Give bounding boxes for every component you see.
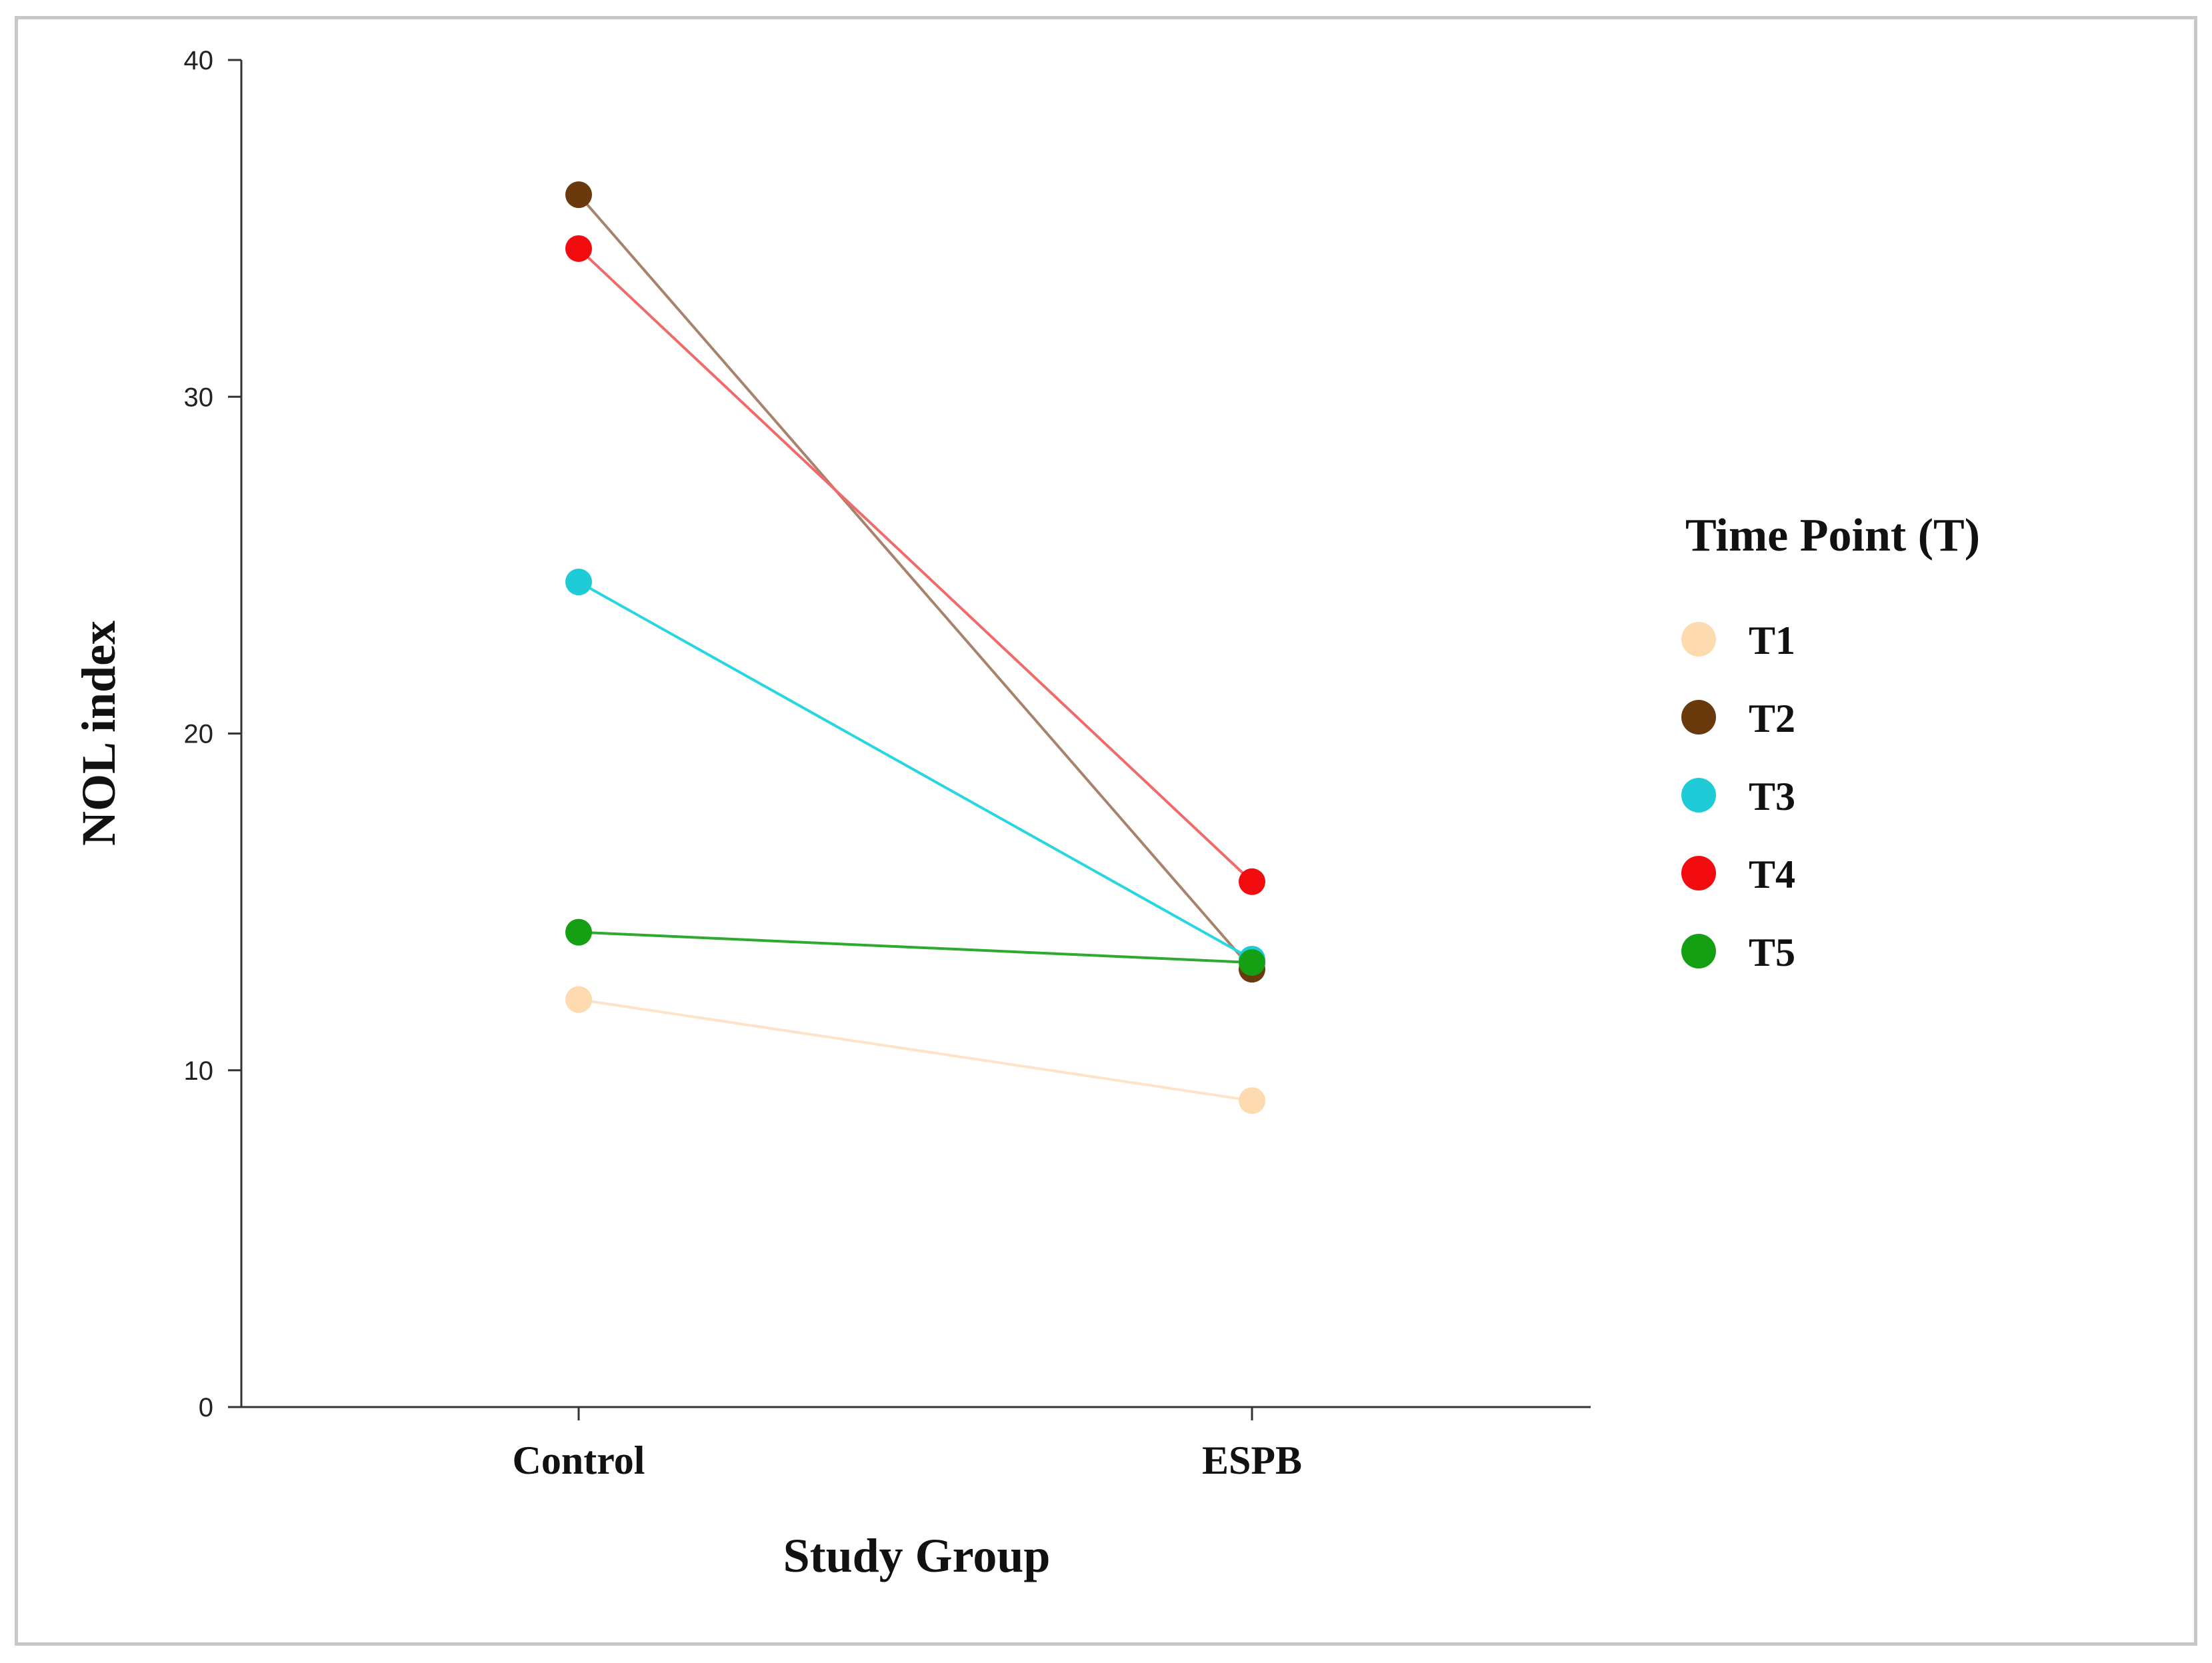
legend-label-t2: T2: [1749, 697, 1795, 741]
legend-label-t5: T5: [1749, 930, 1795, 974]
point-t4-espb: [1239, 868, 1265, 895]
y-axis-title: NOL index: [72, 621, 125, 846]
x-tick-label: Control: [513, 1438, 645, 1482]
legend-marker-t5: [1681, 934, 1716, 968]
y-tick-label: 0: [199, 1393, 213, 1422]
legend: T1 T2 T3 T4 T5: [1681, 619, 1795, 974]
legend-marker-t1: [1681, 622, 1716, 657]
series-line-t1: [578, 998, 1253, 1102]
legend-marker-t2: [1681, 700, 1716, 735]
point-t2-control: [565, 181, 592, 209]
legend-label-t1: T1: [1749, 619, 1795, 663]
series-line-t3: [578, 581, 1253, 960]
x-tick-label: ESPB: [1202, 1438, 1302, 1482]
series-line-t2: [577, 193, 1253, 970]
series-lines: [577, 193, 1253, 1102]
legend-title: Time Point (T): [1685, 510, 1980, 561]
series-line-t5: [578, 930, 1253, 964]
legend-marker-t4: [1681, 856, 1716, 890]
legend-label-t3: T3: [1749, 775, 1795, 819]
y-tick-label: 20: [184, 720, 214, 749]
point-t5-espb: [1239, 949, 1265, 976]
point-t1-espb: [1239, 1087, 1265, 1114]
series-points: [565, 181, 1265, 1114]
axes: 0 10 20 30 40 Control ESPB: [184, 46, 1591, 1482]
legend-marker-t3: [1681, 778, 1716, 813]
y-tick-label: 10: [184, 1056, 214, 1086]
y-tick-label: 30: [184, 383, 214, 412]
y-tick-label: 40: [184, 46, 214, 75]
point-t3-control: [565, 569, 592, 596]
point-t5-control: [565, 918, 592, 946]
legend-label-t4: T4: [1749, 852, 1795, 896]
series-line-t4: [577, 247, 1253, 883]
x-axis-title: Study Group: [783, 1529, 1051, 1582]
point-t4-control: [565, 235, 592, 262]
figure-frame: [15, 16, 2197, 1646]
point-t1-control: [565, 986, 592, 1013]
